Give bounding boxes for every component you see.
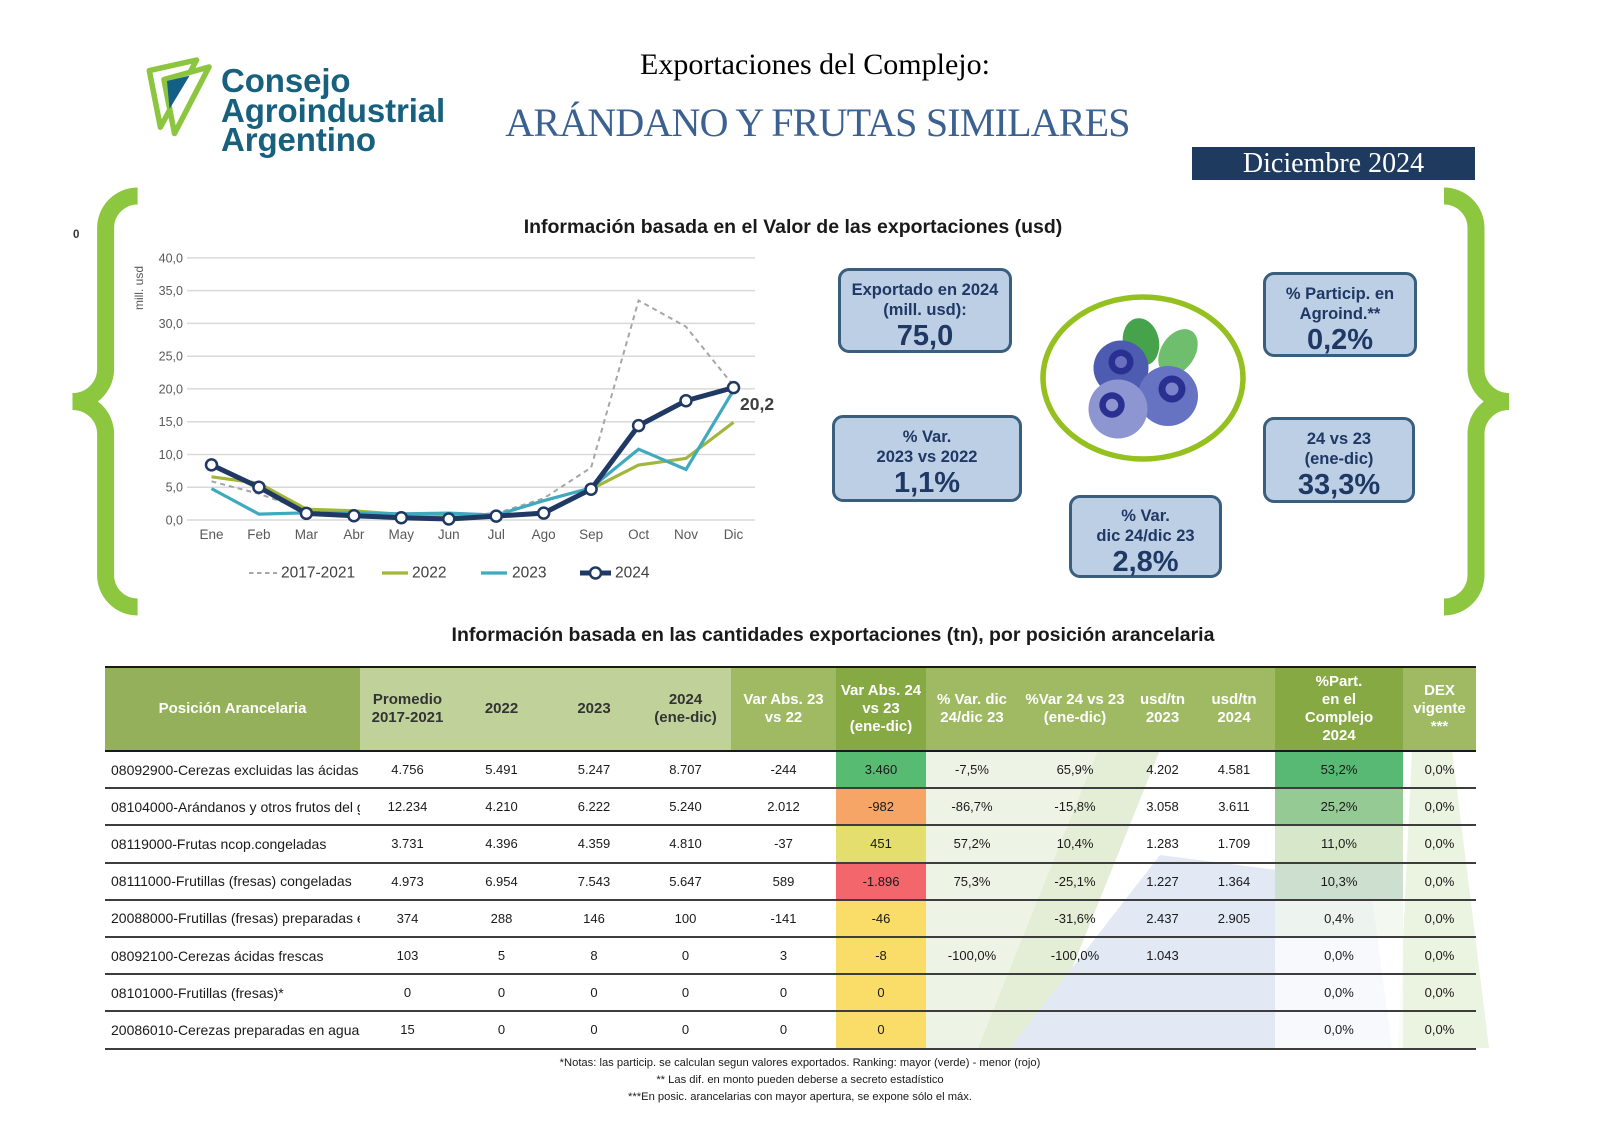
svg-text:Jul: Jul: [488, 527, 505, 542]
svg-text:Jun: Jun: [438, 527, 460, 542]
svg-text:2017-2021: 2017-2021: [281, 565, 355, 582]
svg-text:mill. usd: mill. usd: [132, 266, 146, 310]
svg-text:2024: 2024: [615, 565, 650, 582]
svg-text:20,0: 20,0: [159, 382, 183, 396]
svg-text:Abr: Abr: [343, 527, 365, 542]
svg-text:0,0: 0,0: [166, 514, 183, 528]
svg-text:Oct: Oct: [628, 527, 649, 542]
svg-text:May: May: [389, 527, 415, 542]
svg-text:Sep: Sep: [579, 527, 603, 542]
svg-text:15,0: 15,0: [159, 415, 183, 429]
svg-text:Ene: Ene: [199, 527, 223, 542]
svg-text:Dic: Dic: [724, 527, 744, 542]
svg-text:40,0: 40,0: [159, 251, 183, 265]
svg-text:Nov: Nov: [674, 527, 698, 542]
svg-text:10,0: 10,0: [159, 448, 183, 462]
svg-text:35,0: 35,0: [159, 284, 183, 298]
svg-text:30,0: 30,0: [159, 317, 183, 331]
svg-text:Mar: Mar: [295, 527, 319, 542]
svg-text:5,0: 5,0: [166, 481, 183, 495]
svg-text:Feb: Feb: [247, 527, 270, 542]
svg-text:2022: 2022: [412, 565, 446, 582]
svg-text:20,2: 20,2: [740, 394, 774, 414]
svg-text:25,0: 25,0: [159, 350, 183, 364]
svg-text:0: 0: [73, 229, 79, 241]
svg-text:Ago: Ago: [532, 527, 556, 542]
svg-text:2023: 2023: [512, 565, 546, 582]
